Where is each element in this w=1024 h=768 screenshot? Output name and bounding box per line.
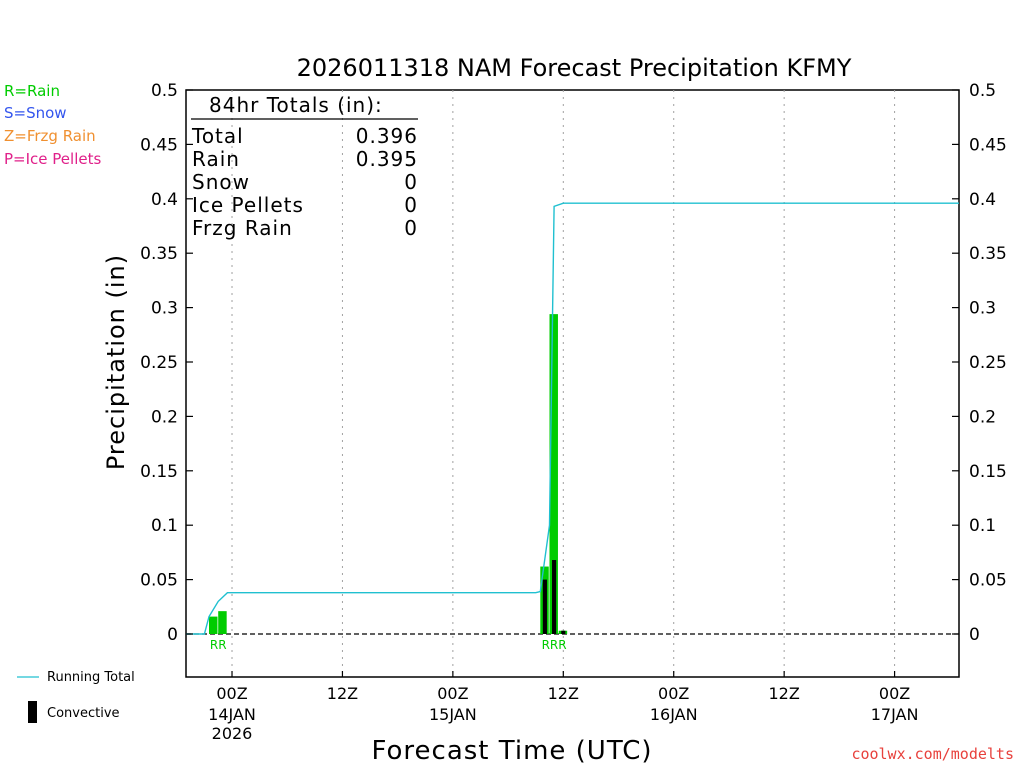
convective-legend-label: Convective <box>47 706 120 721</box>
totals-row-value-0: 0.396 <box>356 124 418 148</box>
x-tick-date-4: 16JAN <box>650 705 698 724</box>
x-tick-label-2: 00Z <box>437 684 468 703</box>
bars-layer <box>209 314 568 634</box>
y-tick-label-right-1: 0.05 <box>969 571 1007 591</box>
x-tick-date-0: 14JAN <box>208 705 256 724</box>
x-tick-label-0: 00Z <box>216 684 247 703</box>
y-tick-label-right-3: 0.15 <box>969 462 1007 482</box>
y-tick-label-left-9: 0.45 <box>140 135 178 155</box>
y-tick-label-right-8: 0.4 <box>969 190 996 210</box>
running-total-legend-label: Running Total <box>47 670 135 685</box>
y-tick-label-left-0: 0 <box>167 625 178 645</box>
y-tick-label-left-2: 0.1 <box>151 516 178 536</box>
plot-frame <box>185 89 960 678</box>
totals-box: 84hr Totals (in): Total 0.396 Rain 0.395 Snow… <box>191 93 418 240</box>
ptype-legend-frzg-rain: Z=Frzg Rain <box>4 127 96 145</box>
x-tick-label-6: 00Z <box>879 684 910 703</box>
totals-row-value-1: 0.395 <box>356 147 418 171</box>
totals-row-label-2: Snow <box>192 170 250 194</box>
ptype-legend-ice-pellets: P=Ice Pellets <box>4 150 102 168</box>
y-tick-label-left-8: 0.4 <box>151 190 178 210</box>
running-total-line <box>186 202 959 635</box>
y-tick-label-left-6: 0.3 <box>151 299 178 319</box>
chart-title: 2026011318 NAM Forecast Precipitation KF… <box>297 54 852 82</box>
y-axis-title: Precipitation (in) <box>102 254 130 470</box>
ptype-marker-0: RR <box>210 638 227 652</box>
x-tick-date-2: 15JAN <box>429 705 477 724</box>
ptype-marker-1: RRR <box>542 638 567 652</box>
y-tick-label-right-5: 0.25 <box>969 353 1007 373</box>
y-tick-label-right-10: 0.5 <box>969 81 996 101</box>
totals-row-value-2: 0 <box>404 170 418 194</box>
totals-row-label-3: Ice Pellets <box>192 193 304 217</box>
convective-legend-swatch <box>28 701 37 723</box>
x-tick-date-6: 17JAN <box>871 705 919 724</box>
convective-bar-2 <box>561 630 566 634</box>
totals-row-value-4: 0 <box>404 216 418 240</box>
x-tick-year-0: 2026 <box>212 724 253 743</box>
convective-bar-1 <box>552 560 557 634</box>
totals-heading: 84hr Totals (in): <box>209 93 383 117</box>
y-tick-label-left-4: 0.2 <box>151 407 178 427</box>
y-tick-label-left-7: 0.35 <box>140 244 178 264</box>
y-tick-label-left-10: 0.5 <box>151 81 178 101</box>
x-tick-label-3: 12Z <box>548 684 579 703</box>
y-tick-label-left-3: 0.15 <box>140 462 178 482</box>
credit-text: coolwx.com/modelts <box>851 745 1014 763</box>
grid-lines <box>186 90 959 677</box>
ptype-legend-snow: S=Snow <box>4 104 67 122</box>
totals-row-label-1: Rain <box>192 147 240 171</box>
y-tick-label-right-9: 0.45 <box>969 135 1007 155</box>
y-tick-label-right-0: 0 <box>969 625 980 645</box>
y-tick-label-right-4: 0.2 <box>969 407 996 427</box>
totals-row-label-4: Frzg Rain <box>192 216 293 240</box>
axes-layer: 0 00.05 0.050.1 0.10.15 0.150.2 0.20.25 0.250.… <box>140 81 1007 743</box>
rain-bar-0 <box>209 616 218 634</box>
totals-row-value-3: 0 <box>404 193 418 217</box>
plot-border <box>185 89 960 678</box>
running-total-line-layer: RR RRR <box>186 202 959 652</box>
y-tick-label-right-7: 0.35 <box>969 244 1007 264</box>
rain-bar-1 <box>218 611 227 634</box>
x-tick-label-4: 00Z <box>658 684 689 703</box>
y-tick-label-right-6: 0.3 <box>969 299 996 319</box>
ptype-legend-rain: R=Rain <box>4 82 60 100</box>
totals-row-label-0: Total <box>191 124 244 148</box>
x-axis-title: Forecast Time (UTC) <box>371 736 652 766</box>
y-tick-label-left-1: 0.05 <box>140 571 178 591</box>
convective-bar-0 <box>542 579 547 634</box>
rain-bar-3 <box>549 314 558 634</box>
x-tick-label-5: 12Z <box>768 684 799 703</box>
y-tick-label-left-5: 0.25 <box>140 353 178 373</box>
y-tick-label-right-2: 0.1 <box>969 516 996 536</box>
x-tick-label-1: 12Z <box>327 684 358 703</box>
